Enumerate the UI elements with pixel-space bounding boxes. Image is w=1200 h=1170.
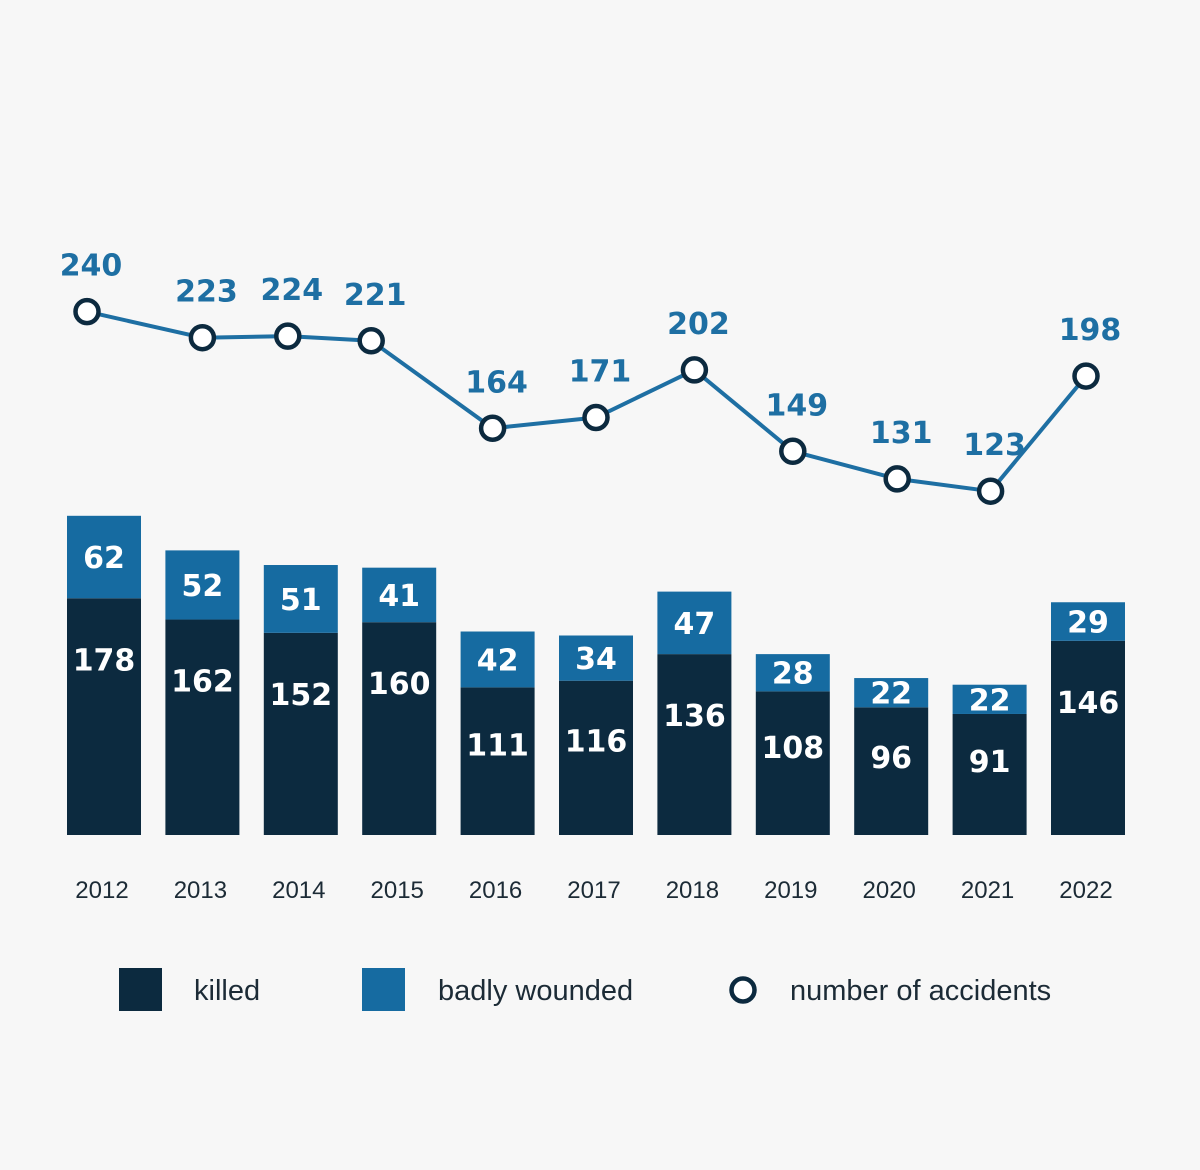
accidents-label-2020: 131 — [870, 416, 933, 451]
bar-badly-wounded-2014 — [263, 565, 338, 633]
bar-label-badly-wounded-2017: 34 — [575, 642, 617, 677]
bar-killed-2014 — [263, 632, 338, 835]
accidents-marker-2016 — [478, 414, 507, 443]
bar-badly-wounded-2020 — [854, 678, 929, 708]
bar-badly-wounded-2017 — [559, 635, 633, 681]
accidents-marker-2017 — [582, 403, 610, 432]
accidents-marker-2019 — [779, 437, 807, 466]
accidents-label-2014: 224 — [260, 273, 323, 308]
bar-label-killed-2015: 160 — [368, 667, 431, 702]
bar-badly-wounded-2013 — [165, 550, 240, 620]
bars-layer: 62 178 52 162 51 152 41 160 42 111 34 116 47 136 28 108… — [67, 515, 1125, 835]
bar-label-badly-wounded-2016: 42 — [477, 643, 519, 678]
legend-swatch-number-of-accidents — [729, 976, 757, 1004]
x-tick-2019: 2019 — [764, 877, 817, 904]
bar-killed-2017 — [559, 680, 633, 835]
x-tick-2021: 2021 — [961, 877, 1014, 904]
bar-label-badly-wounded-2022: 29 — [1067, 606, 1109, 641]
bar-label-badly-wounded-2020: 22 — [870, 677, 912, 712]
bar-killed-2013 — [165, 619, 240, 835]
bar-label-badly-wounded-2015: 41 — [378, 579, 420, 614]
legend-label-number-of-accidents: number of accidents — [790, 975, 1051, 1007]
bar-label-badly-wounded-2018: 47 — [674, 607, 716, 642]
accidents-label-2017: 171 — [569, 355, 632, 390]
accidents-marker-2022 — [1072, 362, 1100, 390]
accidents-line — [86, 309, 1088, 494]
accidents-marker-2021 — [976, 477, 1005, 505]
accidents-marker-2013 — [188, 323, 217, 352]
accidents-marker-2012 — [73, 297, 101, 326]
accidents-label-2021: 123 — [963, 428, 1026, 463]
bar-badly-wounded-2019 — [755, 654, 830, 692]
legend-swatch-killed — [119, 968, 162, 1011]
bar-label-badly-wounded-2012: 62 — [83, 541, 125, 576]
x-tick-2012: 2012 — [75, 877, 128, 904]
bar-killed-2021 — [952, 713, 1027, 835]
accidents-marker-2020 — [883, 465, 911, 493]
bar-killed-2018 — [657, 654, 732, 835]
bar-badly-wounded-2012 — [67, 515, 141, 599]
x-tick-2017: 2017 — [567, 877, 620, 904]
bar-killed-2022 — [1051, 640, 1125, 835]
x-tick-2014: 2014 — [272, 877, 325, 904]
bar-killed-2020 — [854, 707, 929, 835]
accidents-label-2019: 149 — [765, 388, 828, 423]
bar-badly-wounded-2021 — [952, 684, 1027, 714]
x-tick-2020: 2020 — [863, 877, 916, 904]
bar-label-killed-2013: 162 — [171, 665, 234, 700]
x-tick-2016: 2016 — [469, 877, 522, 904]
bar-label-killed-2022: 146 — [1057, 686, 1120, 721]
line-layer: 240 223 224 221 164 171 202 149 131 123 198 — [60, 249, 1122, 505]
bar-killed-2012 — [67, 598, 141, 835]
bar-label-killed-2014: 152 — [269, 678, 332, 713]
bar-killed-2015 — [362, 622, 437, 835]
x-tick-2018: 2018 — [666, 877, 719, 904]
x-tick-2013: 2013 — [174, 877, 227, 904]
bar-killed-2019 — [755, 691, 830, 835]
bar-label-badly-wounded-2021: 22 — [969, 683, 1011, 718]
accidents-label-2015: 221 — [344, 278, 407, 313]
legend-label-killed: killed — [194, 975, 260, 1007]
bar-label-badly-wounded-2013: 52 — [182, 569, 224, 604]
accidents-label-2022: 198 — [1059, 313, 1122, 348]
bar-label-badly-wounded-2019: 28 — [772, 657, 814, 692]
bar-label-killed-2012: 178 — [73, 643, 136, 678]
accidents-label-2012: 240 — [60, 249, 123, 284]
legend-swatch-badly-wounded — [362, 968, 405, 1011]
bar-label-killed-2021: 91 — [969, 745, 1011, 780]
accidents-label-2013: 223 — [175, 275, 238, 310]
bar-killed-2016 — [460, 687, 535, 835]
bar-badly-wounded-2015 — [362, 567, 437, 623]
accidents-marker-2015 — [357, 327, 385, 355]
bar-badly-wounded-2016 — [460, 631, 535, 688]
accidents-marker-2014 — [274, 322, 302, 350]
accidents-label-2016: 164 — [465, 365, 528, 400]
legend: killed badly wounded number of accidents — [119, 968, 1051, 1011]
bar-label-killed-2018: 136 — [663, 699, 726, 734]
x-tick-2015: 2015 — [371, 877, 424, 904]
bar-badly-wounded-2022 — [1051, 602, 1125, 641]
bar-badly-wounded-2018 — [657, 591, 732, 655]
bar-label-killed-2016: 111 — [466, 728, 529, 763]
accidents-marker-2018 — [680, 356, 709, 384]
x-tick-2022: 2022 — [1059, 877, 1112, 904]
bar-label-badly-wounded-2014: 51 — [280, 583, 322, 618]
bar-label-killed-2017: 116 — [565, 724, 628, 759]
accidents-label-2018: 202 — [667, 307, 730, 342]
bar-label-killed-2019: 108 — [761, 731, 824, 766]
legend-label-badly-wounded: badly wounded — [438, 975, 633, 1007]
x-axis-ticks: 2012 2013 2014 2015 2016 2017 2018 2019 2020 2021… — [75, 877, 1112, 904]
bar-label-killed-2020: 96 — [870, 741, 912, 776]
